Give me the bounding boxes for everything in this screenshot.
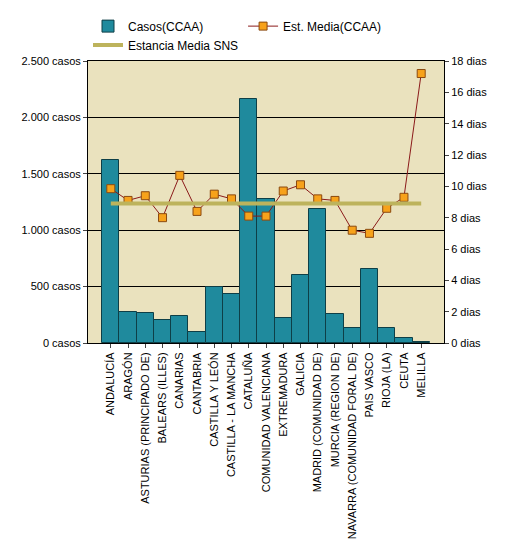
svg-text:COMUNIDAD VALENCIANA: COMUNIDAD VALENCIANA <box>260 352 272 492</box>
svg-text:Estancia Media SNS: Estancia Media SNS <box>128 39 238 53</box>
svg-text:1.500 casos: 1.500 casos <box>21 168 81 180</box>
svg-text:MADRID (COMUNIDAD DE): MADRID (COMUNIDAD DE) <box>311 352 323 492</box>
svg-text:CANARIAS: CANARIAS <box>173 352 185 408</box>
svg-text:ANDALUCÍA: ANDALUCÍA <box>104 352 116 416</box>
svg-text:Est. Media(CCAA): Est. Media(CCAA) <box>283 20 381 34</box>
svg-text:2 dias: 2 dias <box>451 306 481 318</box>
svg-text:CEUTA: CEUTA <box>398 352 410 389</box>
svg-text:2.000 casos: 2.000 casos <box>21 111 81 123</box>
svg-text:ASTURIAS (PRINCIPADO DE): ASTURIAS (PRINCIPADO DE) <box>139 352 151 503</box>
svg-text:CANTABRIA: CANTABRIA <box>191 352 203 415</box>
svg-text:6 dias: 6 dias <box>451 243 481 255</box>
svg-text:0 casos: 0 casos <box>43 337 81 349</box>
svg-text:Casos(CCAA): Casos(CCAA) <box>128 20 203 34</box>
svg-text:0 dias: 0 dias <box>451 337 481 349</box>
svg-text:1.000 casos: 1.000 casos <box>21 224 81 236</box>
svg-text:CATALUÑA: CATALUÑA <box>242 352 254 410</box>
svg-text:MURCIA (REGION DE): MURCIA (REGION DE) <box>329 352 341 467</box>
svg-text:14 dias: 14 dias <box>451 118 487 130</box>
svg-text:MELILLA: MELILLA <box>415 352 427 398</box>
svg-text:8 dias: 8 dias <box>451 212 481 224</box>
svg-text:CASTILLA - LA MANCHA: CASTILLA - LA MANCHA <box>225 352 237 477</box>
svg-text:18 dias: 18 dias <box>451 55 487 67</box>
svg-text:ARAGÓN: ARAGÓN <box>122 352 134 400</box>
svg-text:2.500 casos: 2.500 casos <box>21 55 81 67</box>
svg-text:PAIS VASCO: PAIS VASCO <box>363 352 375 417</box>
svg-text:BALEARS (ILLES): BALEARS (ILLES) <box>156 352 168 443</box>
svg-text:GALICIA: GALICIA <box>294 352 306 396</box>
svg-text:500 casos: 500 casos <box>31 280 82 292</box>
svg-text:CASTILLA Y LEÓN: CASTILLA Y LEÓN <box>208 352 220 446</box>
svg-text:EXTREMADURA: EXTREMADURA <box>277 352 289 437</box>
svg-text:RIOJA (LA): RIOJA (LA) <box>380 352 392 408</box>
svg-text:NAVARRA (COMUNIDAD FORAL DE): NAVARRA (COMUNIDAD FORAL DE) <box>346 352 358 539</box>
svg-text:4 dias: 4 dias <box>451 274 481 286</box>
svg-text:12 dias: 12 dias <box>451 149 487 161</box>
svg-text:10 dias: 10 dias <box>451 180 487 192</box>
svg-text:16 dias: 16 dias <box>451 86 487 98</box>
